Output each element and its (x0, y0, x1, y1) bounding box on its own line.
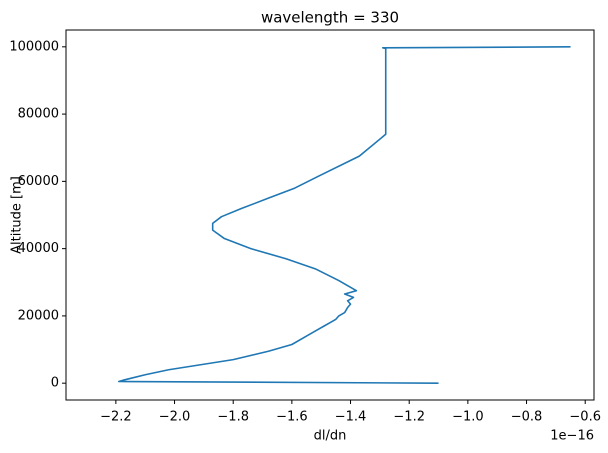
y-tick-label: 20000 (18, 308, 59, 323)
y-tick-label: 0 (51, 376, 59, 391)
line-series (118, 46, 571, 384)
y-tick-label: 80000 (18, 107, 59, 122)
x-tick-label: −1.4 (335, 410, 367, 425)
chart-title: wavelength = 330 (261, 9, 399, 27)
y-tick-label: 40000 (18, 241, 59, 256)
x-tick-label: −1.6 (276, 410, 308, 425)
x-offset-label: 1e−16 (550, 429, 594, 444)
y-tick-label: 60000 (18, 174, 59, 189)
y-tick-label: 100000 (9, 39, 59, 54)
x-tick-label: −2.0 (159, 410, 191, 425)
y-axis-label: Altitude [m] (10, 176, 25, 254)
x-tick-label: −2.2 (100, 410, 132, 425)
x-tick-label: −1.0 (452, 410, 484, 425)
x-tick-label: −1.8 (217, 410, 249, 425)
x-axis-label: dl/dn (314, 429, 347, 444)
x-tick-label: −0.6 (569, 410, 601, 425)
x-tick-label: −0.8 (511, 410, 543, 425)
axes-frame (65, 29, 595, 401)
x-tick-label: −1.2 (393, 410, 425, 425)
